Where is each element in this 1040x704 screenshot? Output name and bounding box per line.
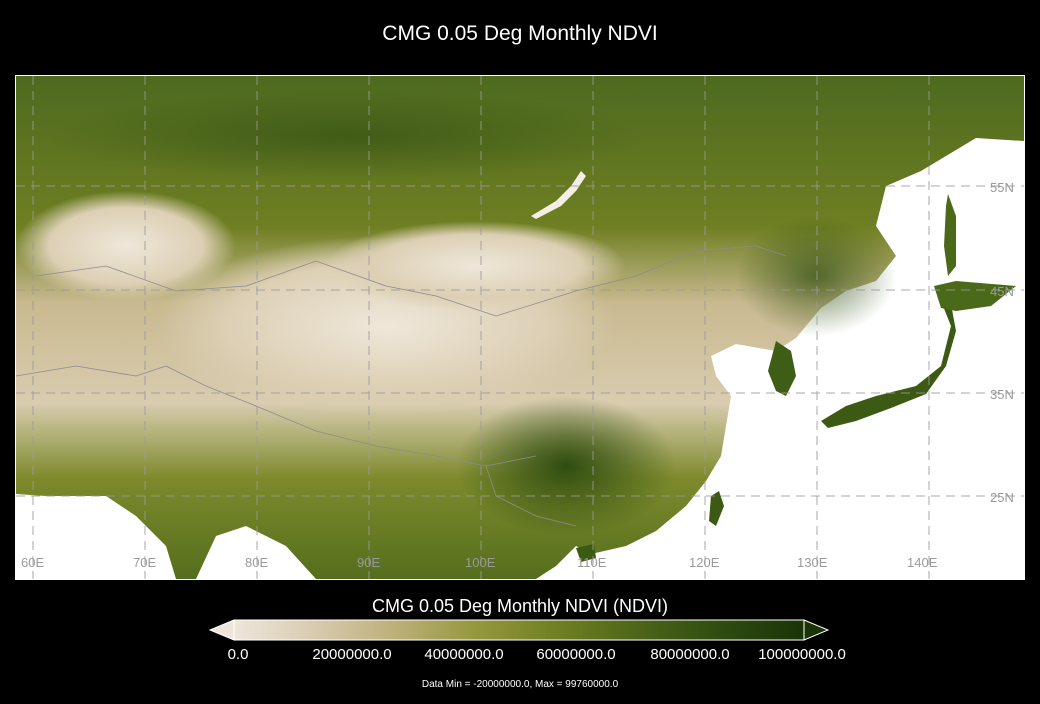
colorbar-tick-5: 100000000.0 (758, 646, 846, 663)
lat-label-35n: 35N (990, 387, 1014, 402)
colorbar-right-arrow (803, 619, 830, 641)
central-asia-desert (16, 191, 236, 301)
taiwan (709, 491, 724, 526)
colorbar-tick-4: 80000000.0 (650, 646, 730, 663)
colorbar-left-arrow (208, 619, 235, 641)
lon-label-130e: 130E (797, 555, 828, 570)
map-title: CMG 0.05 Deg Monthly NDVI (382, 22, 658, 45)
lon-label-90e: 90E (357, 555, 381, 570)
lon-label-140e: 140E (907, 555, 938, 570)
sakhalin (944, 194, 956, 276)
lat-label-55n: 55N (990, 180, 1014, 195)
data-range-note: Data Min = -20000000.0, Max = 99760000.0 (421, 679, 619, 690)
colorbar-tick-3: 60000000.0 (536, 646, 616, 663)
korea-peninsula (768, 341, 796, 396)
lon-label-100e: 100E (465, 555, 496, 570)
south-china-forest (456, 396, 676, 536)
country-borders (16, 245, 787, 527)
map-canvas (16, 76, 1024, 579)
gobi-desert (326, 221, 626, 311)
japan-honshu (821, 301, 956, 428)
hainan (576, 544, 596, 562)
lon-label-60e: 60E (21, 555, 45, 570)
lon-label-120e: 120E (689, 555, 720, 570)
colorbar-title: CMG 0.05 Deg Monthly NDVI (NDVI) (371, 596, 669, 616)
colorbar-tick-0: 0.0 (227, 646, 249, 663)
manchuria-forest (736, 216, 896, 336)
lon-label-110e: 110E (577, 555, 607, 570)
colorbar-gradient (233, 619, 805, 641)
graticule (16, 76, 1024, 579)
japan-hokkaido (934, 281, 1016, 311)
lat-label-25n: 25N (990, 490, 1014, 505)
colorbar-tick-2: 40000000.0 (424, 646, 504, 663)
ndvi-map[interactable]: 60E 70E 80E 90E 100E 110E 120E 130E 140E… (15, 75, 1025, 580)
siberia-forest (46, 91, 646, 181)
lat-label-45n: 45N (990, 284, 1014, 299)
lake-baikal (531, 171, 586, 219)
colorbar-tick-1: 20000000.0 (312, 646, 392, 663)
lon-label-70e: 70E (133, 555, 157, 570)
lon-label-80e: 80E (245, 555, 269, 570)
colorbar (208, 618, 832, 644)
